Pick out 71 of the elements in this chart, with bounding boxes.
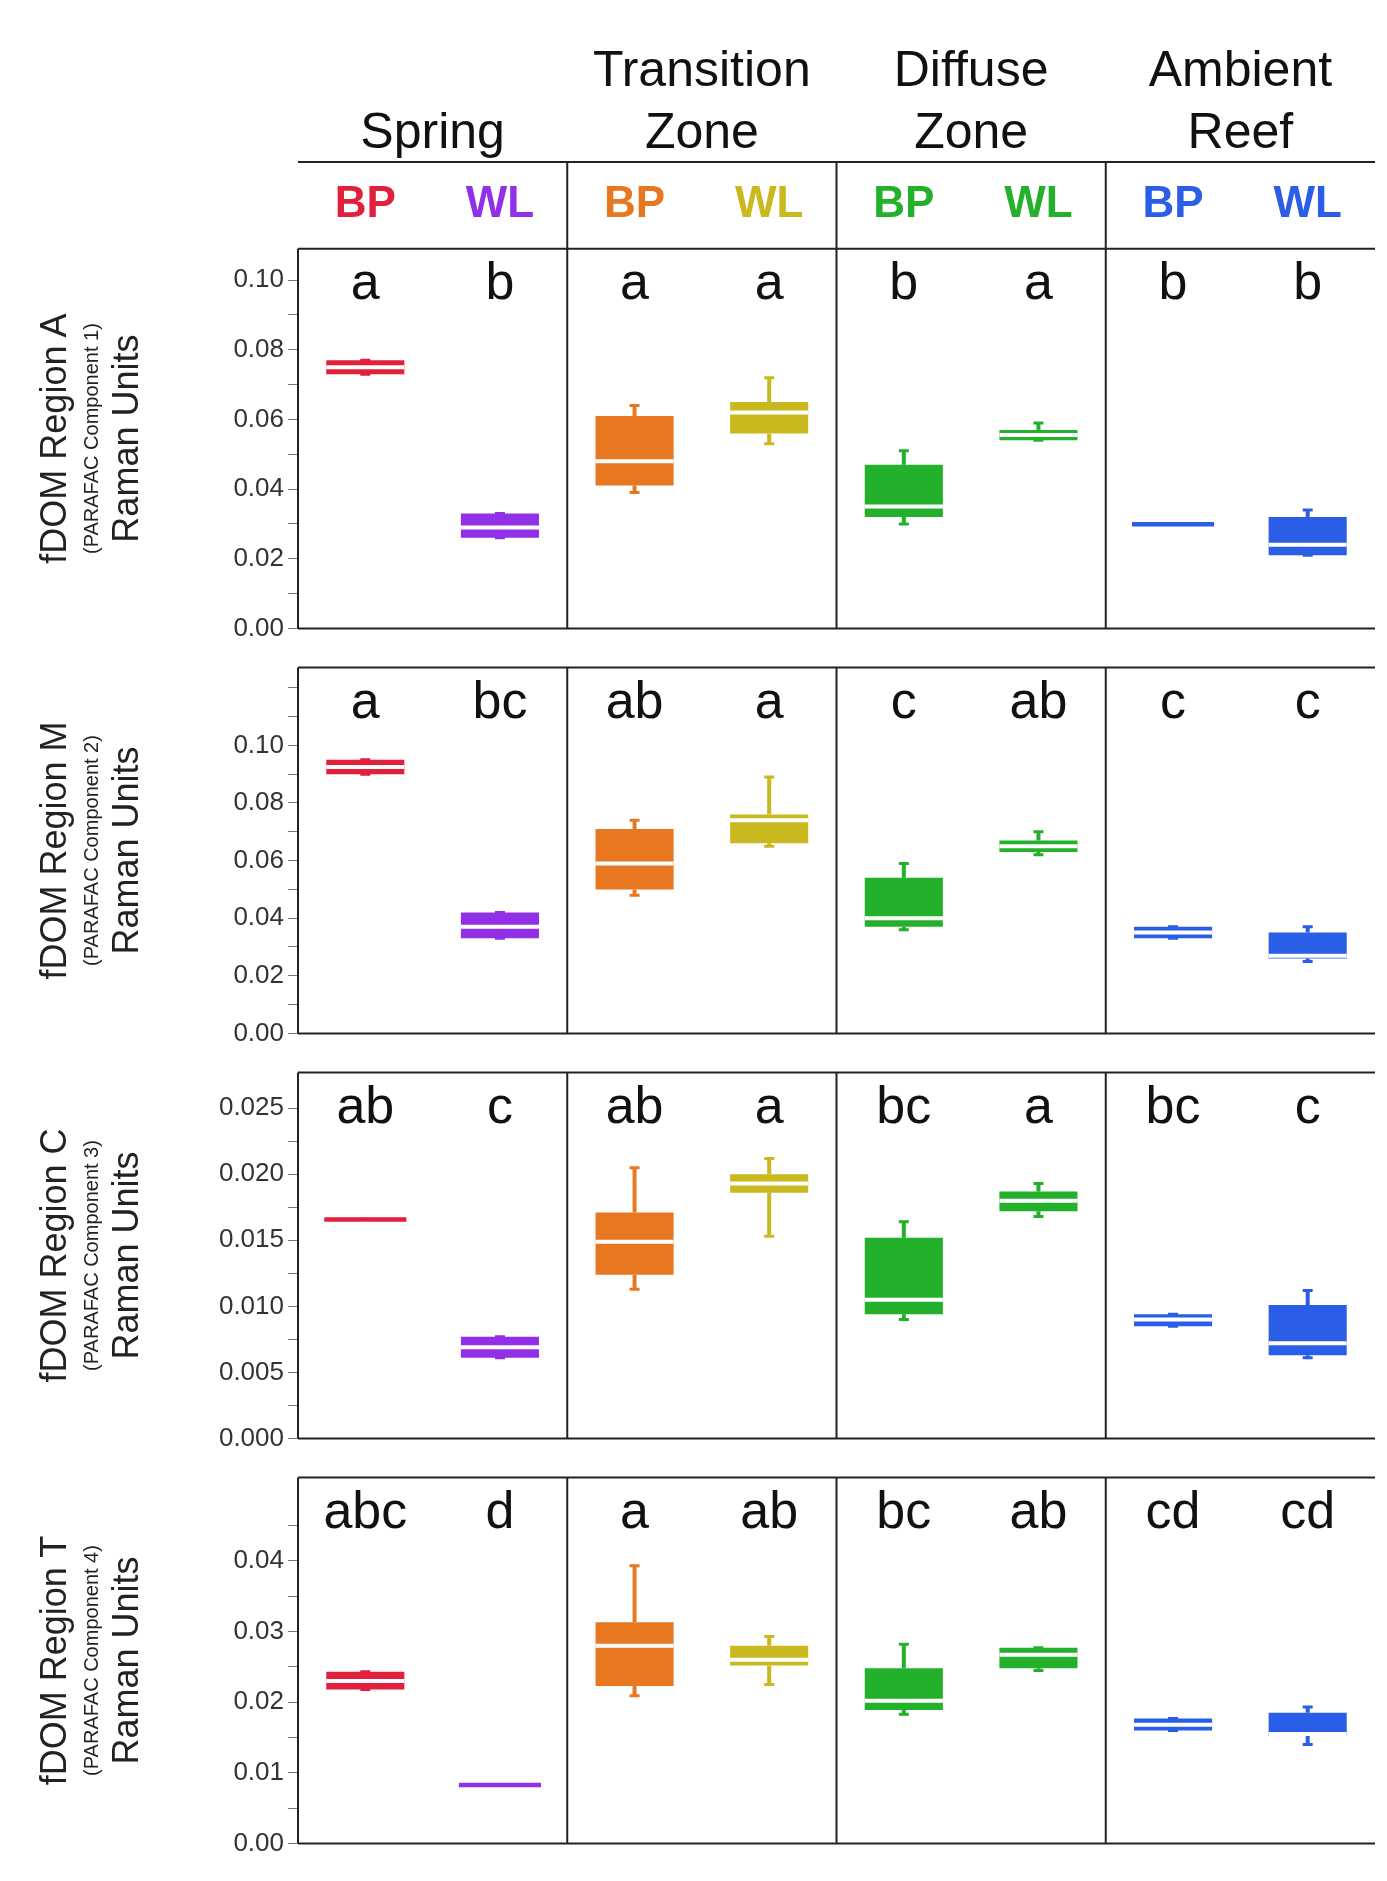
y-tick-label: 0.025 [218, 1091, 284, 1122]
annotation: bc [876, 1075, 932, 1134]
annotation: a [754, 252, 784, 311]
y-tick-label: 0.01 [233, 1755, 284, 1786]
annotation: c [1294, 1075, 1321, 1134]
annotation: cd [1280, 1480, 1336, 1539]
annotation: c [1294, 670, 1321, 729]
text: Transition Zone [593, 41, 811, 159]
annotation: c [890, 670, 917, 729]
x-tick-label: BP [873, 176, 935, 226]
annotation: ab [1009, 1480, 1068, 1539]
y-tick-label: 0.02 [233, 1685, 284, 1716]
annotation: ab [740, 1480, 799, 1539]
annotation: a [1023, 1075, 1053, 1134]
y-tick-label: 0.08 [233, 786, 284, 817]
annotation: b [889, 252, 919, 311]
y-tick-label: 0.015 [218, 1223, 284, 1254]
annotation: a [620, 252, 650, 311]
text: Spring [360, 103, 505, 159]
y-tick-label: 0.00 [233, 1016, 284, 1047]
y-tick-label: 0.10 [233, 263, 284, 294]
y-tick-label: 0.02 [233, 541, 284, 572]
y-tick-label: 0.04 [233, 901, 284, 932]
annotation: bc [472, 670, 528, 729]
annotation: a [754, 1075, 784, 1134]
x-tick-label: WL [1004, 176, 1073, 226]
annotation: b [1293, 252, 1323, 311]
y-tick-label: 0.005 [218, 1355, 284, 1386]
y-tick-label: 0.000 [218, 1421, 284, 1452]
annotation: ab [605, 670, 664, 729]
y-tick-label: 0.04 [233, 472, 284, 503]
y-tick-label: 0.010 [218, 1289, 284, 1320]
y-tick-label: 0.00 [233, 1826, 284, 1857]
annotation: abc [323, 1480, 408, 1539]
y-tick-label: 0.02 [233, 958, 284, 989]
text: Ambient Reef [1148, 41, 1333, 159]
annotation: ab [605, 1075, 664, 1134]
x-tick-label: BP [334, 176, 396, 226]
annotation: b [1158, 252, 1188, 311]
annotation: c [1160, 670, 1187, 729]
annotation: b [485, 252, 515, 311]
y-tick-label: 0.04 [233, 1544, 284, 1575]
annotation: bc [876, 1480, 932, 1539]
y-tick-label: 0.10 [233, 728, 284, 759]
text: Diffuse Zone [893, 41, 1049, 159]
y-axis-title: fDOM Region M (PARAFAC Component 2) Raman Units [32, 721, 146, 980]
annotation: a [754, 670, 784, 729]
annotation: ab [336, 1075, 395, 1134]
annotation: c [486, 1075, 513, 1134]
y-tick-label: 0.00 [233, 611, 284, 642]
y-tick-label: 0.08 [233, 332, 284, 363]
y-tick-label: 0.03 [233, 1614, 284, 1645]
annotation: a [350, 670, 380, 729]
x-tick-label: WL [465, 176, 535, 226]
x-tick-label: WL [734, 176, 804, 226]
y-axis-title: fDOM Region T (PARAFAC Component 4) Raman Units [32, 1535, 146, 1786]
annotation: ab [1009, 670, 1068, 729]
annotation: a [620, 1480, 650, 1539]
annotation: a [1023, 252, 1053, 311]
y-tick-label: 0.06 [233, 843, 284, 874]
y-axis-title: fDOM Region C (PARAFAC Component 3) Raman Units [32, 1128, 146, 1383]
y-tick-label: 0.06 [233, 402, 284, 433]
annotation: d [485, 1480, 515, 1539]
x-tick-label: BP [604, 176, 666, 226]
annotation: a [350, 252, 380, 311]
x-tick-label: WL [1273, 176, 1342, 226]
x-tick-label: BP [1142, 176, 1204, 226]
annotation: bc [1145, 1075, 1201, 1134]
y-tick-label: 0.020 [218, 1157, 284, 1188]
annotation: cd [1145, 1480, 1201, 1539]
y-axis-title: fDOM Region A (PARAFAC Component 1) Raman Units [32, 313, 146, 564]
